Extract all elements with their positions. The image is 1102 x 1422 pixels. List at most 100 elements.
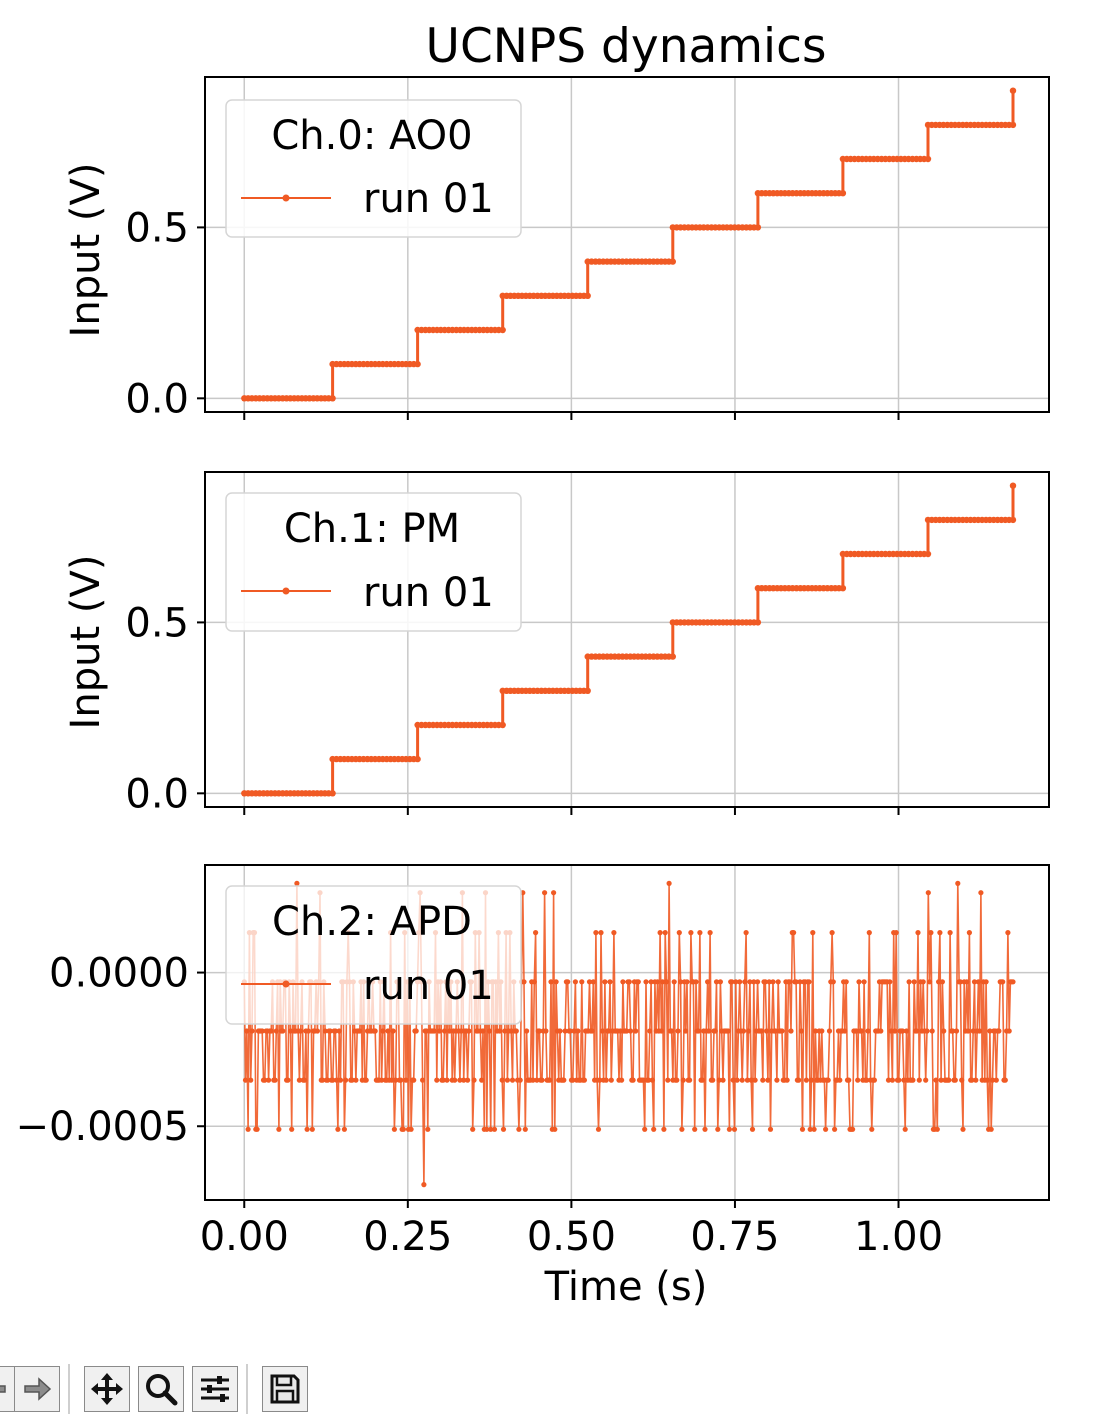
- data-point: [589, 1028, 595, 1034]
- panel-ch1-frame: [204, 471, 1050, 808]
- data-point: [751, 979, 757, 985]
- data-point: [936, 979, 942, 985]
- data-point: [336, 1028, 342, 1034]
- data-point: [470, 1126, 476, 1132]
- navigation-toolbar: [0, 1362, 1102, 1418]
- data-point: [414, 360, 421, 368]
- data-point: [812, 1028, 819, 1034]
- data-point: [705, 979, 711, 985]
- panel-ch1-ylabel: Input (V): [63, 555, 109, 730]
- data-point: [903, 1028, 910, 1034]
- data-point: [322, 1028, 328, 1034]
- data-point: [249, 1028, 255, 1034]
- forward-button[interactable]: [14, 1366, 60, 1412]
- data-point: [702, 1126, 708, 1132]
- data-point: [803, 1077, 810, 1083]
- data-point: [744, 1077, 751, 1083]
- data-point: [871, 1077, 878, 1083]
- data-point: [697, 930, 703, 936]
- data-point: [461, 1077, 467, 1083]
- zoom-button[interactable]: [138, 1366, 184, 1412]
- save-button[interactable]: [262, 1366, 308, 1412]
- data-point: [543, 1028, 549, 1034]
- panel-ch0-ticks: 0.0 0.5: [125, 205, 900, 422]
- figure-canvas: UCNPS dynamics 0.0 0.5 Input (V) Ch.0: AO…: [16, 19, 1050, 1310]
- data-point: [856, 979, 862, 985]
- configure-subplots-button[interactable]: [192, 1366, 238, 1412]
- data-point: [259, 1028, 265, 1034]
- data-point: [599, 1028, 605, 1034]
- data-point: [811, 1126, 817, 1132]
- x-tick-label: 0.00: [200, 1214, 289, 1260]
- data-point: [977, 1028, 983, 1034]
- data-point: [380, 1028, 386, 1034]
- data-point: [480, 1028, 486, 1034]
- data-point: [516, 1126, 522, 1132]
- data-point: [276, 1126, 282, 1132]
- x-tick-label: 0.25: [363, 1214, 452, 1260]
- data-point: [640, 1077, 647, 1083]
- data-point: [337, 1077, 344, 1083]
- data-point: [683, 1028, 689, 1034]
- pan-button[interactable]: [84, 1366, 130, 1412]
- data-point: [885, 1077, 892, 1083]
- data-point: [1005, 930, 1011, 936]
- data-point: [504, 1077, 510, 1083]
- panel-ch1-series: [241, 482, 1017, 797]
- data-point: [960, 1126, 966, 1132]
- data-point: [663, 979, 670, 985]
- data-point: [332, 1028, 338, 1034]
- data-point: [829, 930, 835, 936]
- data-point: [353, 1077, 359, 1083]
- data-point: [633, 1028, 639, 1034]
- data-point: [739, 1077, 745, 1083]
- data-point: [770, 979, 776, 985]
- data-point: [669, 653, 676, 660]
- data-point: [334, 1077, 340, 1083]
- data-point: [309, 1126, 315, 1132]
- panel-ch0-series: [241, 87, 1017, 402]
- data-point: [266, 1077, 272, 1083]
- data-point: [329, 790, 336, 797]
- data-point: [970, 1028, 976, 1034]
- data-point: [678, 979, 684, 985]
- data-point: [837, 1077, 843, 1083]
- data-point: [484, 1126, 490, 1132]
- data-point: [562, 1028, 568, 1034]
- panel-ch2-series: [241, 880, 1016, 1188]
- data-point: [411, 1077, 417, 1083]
- data-point: [929, 1028, 935, 1034]
- data-point: [530, 1077, 536, 1083]
- data-point: [910, 1077, 916, 1083]
- data-point: [978, 890, 984, 896]
- data-point: [593, 930, 599, 936]
- data-point: [521, 979, 527, 985]
- data-point: [669, 1028, 675, 1034]
- data-point: [304, 1126, 310, 1132]
- data-point: [584, 292, 591, 299]
- data-point: [710, 1077, 716, 1083]
- data-point: [393, 1077, 399, 1083]
- data-point: [536, 1028, 543, 1034]
- data-point: [742, 979, 748, 985]
- data-point: [603, 1077, 609, 1083]
- data-point: [579, 979, 585, 985]
- data-point: [920, 979, 926, 985]
- data-point: [859, 1028, 865, 1034]
- x-tick-label: 0.75: [690, 1214, 779, 1260]
- data-point: [983, 979, 989, 985]
- data-point: [572, 979, 579, 985]
- data-point: [950, 1028, 956, 1034]
- data-point: [810, 930, 816, 936]
- data-point: [715, 1126, 721, 1132]
- data-point: [590, 979, 596, 985]
- data-point: [280, 1028, 286, 1034]
- toolbar-separator: [246, 1364, 248, 1414]
- data-point: [893, 930, 899, 936]
- data-point: [539, 1077, 545, 1083]
- data-point: [889, 1077, 896, 1083]
- data-point: [400, 1126, 406, 1132]
- data-point: [436, 1028, 442, 1034]
- data-point: [557, 1028, 563, 1034]
- data-point: [887, 979, 893, 985]
